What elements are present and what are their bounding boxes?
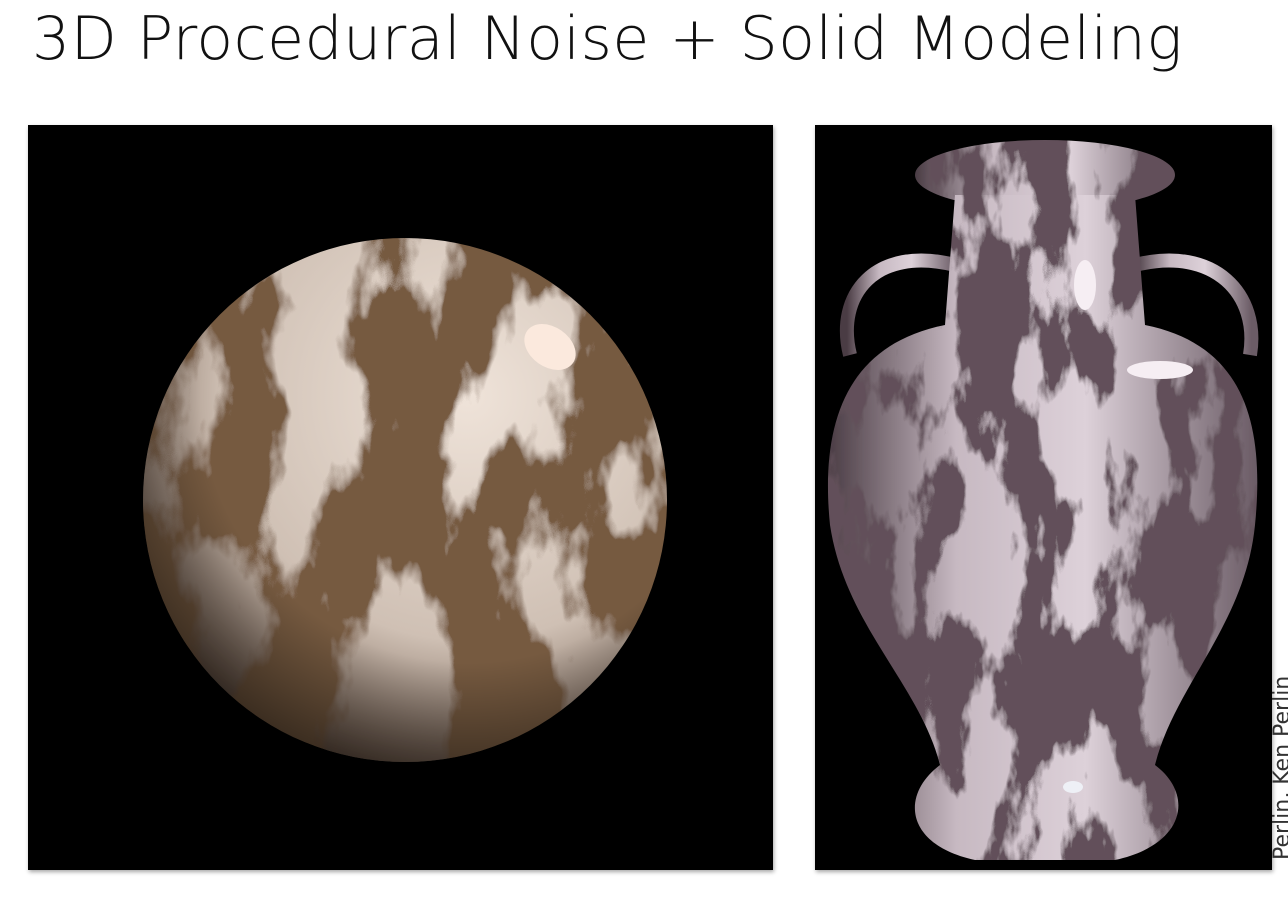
marble-sphere-image xyxy=(28,125,773,870)
slide-title: 3D Procedural Noise + Solid Modeling xyxy=(32,4,1183,74)
marble-vase-image xyxy=(815,125,1272,870)
image-credit: Perlin, Ken Perlin xyxy=(1270,675,1288,860)
